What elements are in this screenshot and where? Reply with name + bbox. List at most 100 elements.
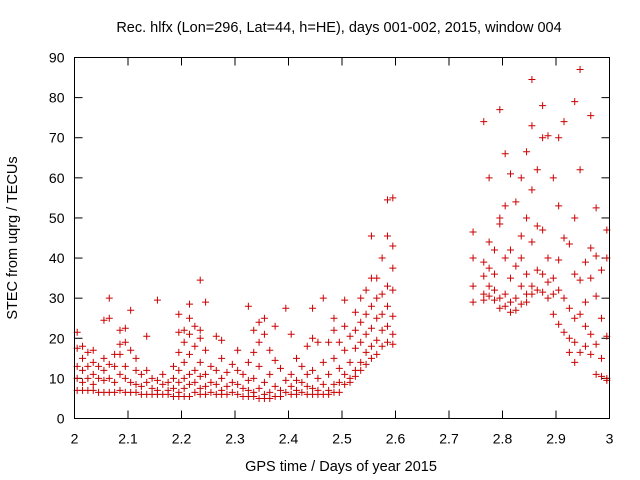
data-point [116,370,124,378]
data-point [592,370,600,378]
data-point [79,342,87,350]
data-point [351,344,359,352]
data-point [169,362,177,370]
data-point [260,330,268,338]
chart-title: Rec. hlfx (Lon=296, Lat=44, h=HE), days … [116,20,561,36]
data-point [234,346,242,354]
data-point [565,348,573,356]
data-point [592,292,600,300]
data-point [496,294,504,302]
data-point [389,264,397,272]
data-point [490,286,498,294]
data-point [79,366,87,374]
data-point [576,310,584,318]
data-point [587,112,595,120]
data-point [581,322,589,330]
data-point [127,306,135,314]
data-point [202,382,210,390]
data-point [357,366,365,374]
data-point [191,322,199,330]
data-point [159,380,167,388]
data-point [303,342,311,350]
y-tick-label: 20 [49,330,65,346]
data-point [581,298,589,306]
data-point [597,354,605,362]
y-tick-label: 60 [49,170,65,186]
plot-frame [74,57,610,419]
data-point [202,370,210,378]
data-point [287,382,295,390]
data-point [373,314,381,322]
data-point [469,298,477,306]
data-point [362,348,370,356]
data-point [549,174,557,182]
data-point [121,362,129,370]
y-tick-label: 80 [49,90,65,106]
data-point [383,322,391,330]
data-point [507,308,515,316]
x-tick-label: 2.6 [386,431,406,447]
data-point [512,306,520,314]
data-point [148,374,156,382]
y-axis: 0 10 20 30 40 50 60 70 80 90 [49,50,610,427]
data-point [367,302,375,310]
data-point [105,314,113,322]
data-point [218,354,226,362]
data-point [143,366,151,374]
data-point [89,370,97,378]
data-point [276,364,284,372]
data-point [250,374,258,382]
data-point [266,346,274,354]
x-tick-label: 3 [606,431,614,447]
data-point [255,318,263,326]
data-point [293,390,301,398]
data-point [196,334,204,342]
x-tick-label: 2.2 [172,431,192,447]
data-point [378,254,386,262]
data-point [116,326,124,334]
data-point [571,314,579,322]
x-tick-label: 2.1 [118,431,138,447]
data-point [367,342,375,350]
data-point [501,254,509,262]
data-point [496,220,504,228]
data-point [357,338,365,346]
data-point [485,292,493,300]
y-tick-label: 50 [49,210,65,226]
data-point [533,266,541,274]
data-point [314,338,322,346]
data-point [592,340,600,348]
data-point [309,384,317,392]
data-point [89,358,97,366]
data-point [480,118,488,126]
data-point [544,254,552,262]
data-point [175,366,183,374]
data-point [186,330,194,338]
data-point [250,326,258,334]
data-point [501,290,509,298]
data-point [271,322,279,330]
data-point [351,372,359,380]
data-point [592,204,600,212]
data-point [507,170,515,178]
data-point [544,278,552,286]
data-point [298,362,306,370]
data-point [346,378,354,386]
data-point [228,388,236,396]
data-point [480,272,488,280]
data-point [105,294,113,302]
data-point [303,370,311,378]
data-point [132,366,140,374]
data-point [351,326,359,334]
data-point [512,262,520,270]
data-point [539,102,547,110]
data-point [469,228,477,236]
data-point [143,378,151,386]
data-point [362,310,370,318]
data-point [555,134,563,142]
data-point [153,376,161,384]
data-point [507,246,515,254]
data-point [383,338,391,346]
data-point [250,348,258,356]
